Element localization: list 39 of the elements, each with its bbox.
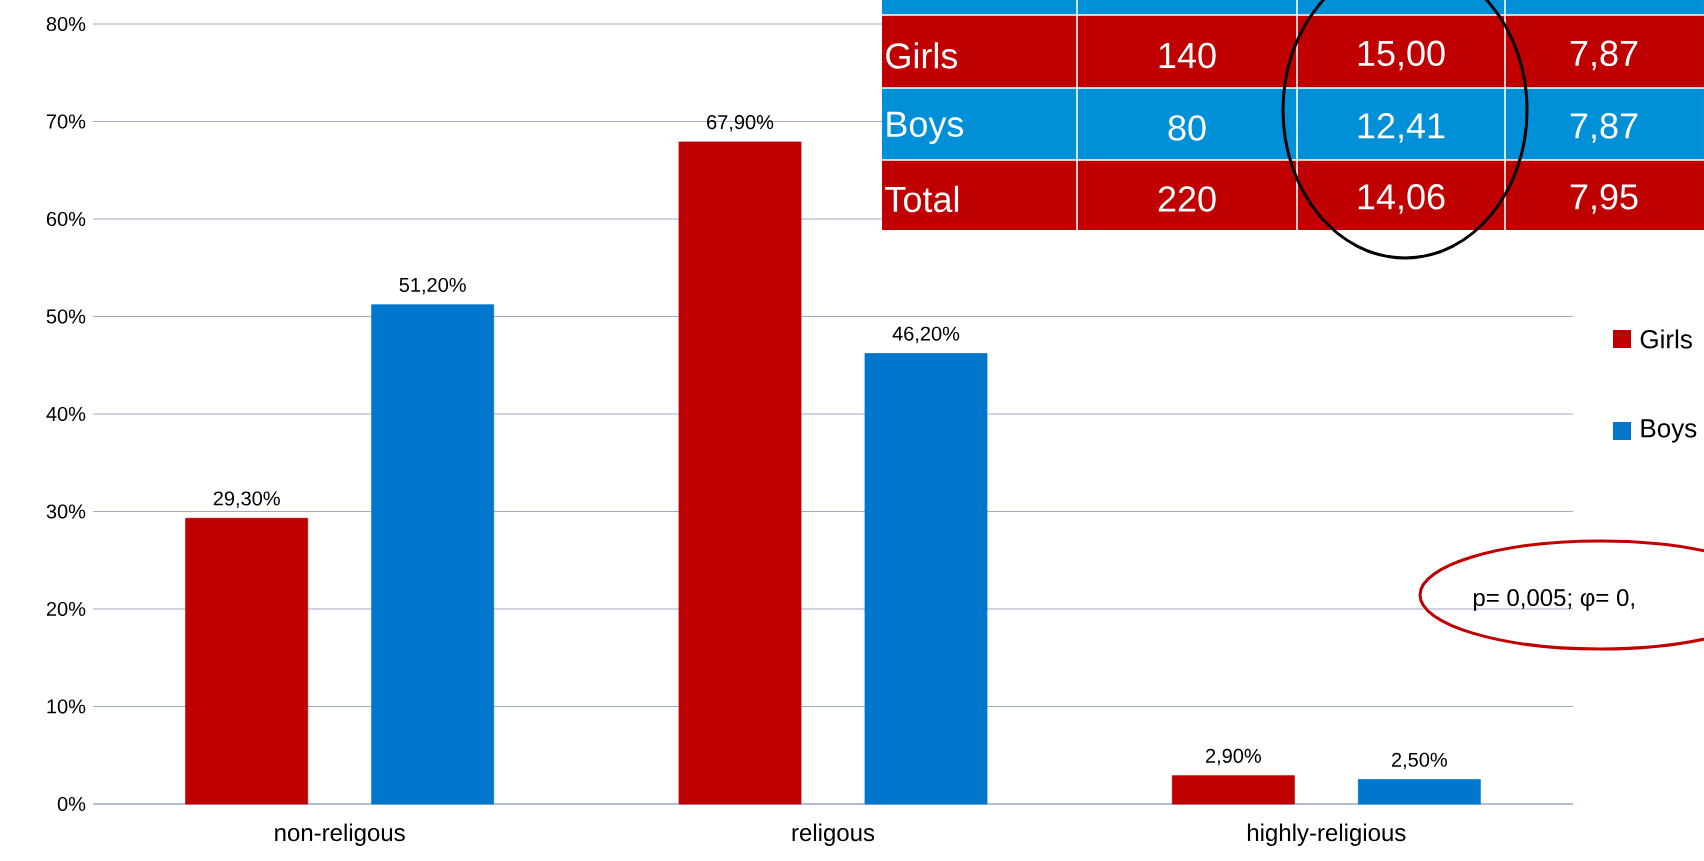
y-tick-label: 60% — [46, 211, 86, 227]
y-tick-label: 10% — [47, 699, 86, 714]
annotation: 12,41 — [1358, 113, 1445, 143]
y-tick-label: 20% — [46, 601, 86, 617]
annotation: Boys — [887, 111, 964, 145]
data-label: 46,20% — [892, 326, 960, 344]
bar — [864, 353, 988, 805]
data-label: 29,30% — [213, 491, 280, 508]
annotation: 14,06 — [1358, 184, 1445, 214]
annotation: 220 — [1158, 186, 1216, 212]
annotation: 7,87 — [1570, 113, 1638, 143]
annotation: 80 — [1168, 115, 1206, 141]
annotation: 7,95 — [1570, 184, 1638, 214]
legend-label: Girls — [1640, 329, 1692, 349]
annotation: p= 0,005; φ= 0, — [1473, 589, 1634, 611]
y-tick-label: 50% — [46, 309, 86, 324]
annotation: 140 — [1159, 42, 1216, 69]
x-tick-label: non-religous — [275, 823, 405, 846]
legend-label: Boys — [1641, 419, 1697, 443]
y-tick-label: 0% — [57, 796, 86, 812]
y-tick-label: 80% — [46, 16, 86, 32]
annotation: 15,00 — [1358, 40, 1445, 71]
bar — [1171, 775, 1295, 805]
y-tick-label: 30% — [46, 504, 86, 519]
annotation: 7,87 — [1570, 40, 1638, 71]
annotation: Girls — [886, 42, 958, 69]
data-label: 2,50% — [1391, 752, 1447, 770]
data-label: 67,90% — [707, 115, 774, 132]
bar — [1357, 779, 1481, 805]
bar — [678, 141, 802, 805]
data-label: 2,90% — [1205, 748, 1261, 766]
x-tick-label: religous — [792, 823, 875, 846]
y-tick-label: 70% — [46, 114, 86, 129]
x-tick-label: highly-religious — [1247, 823, 1406, 846]
y-tick-label: 40% — [46, 406, 86, 422]
bar — [185, 517, 309, 805]
data-label: 51,20% — [399, 277, 466, 295]
bar — [371, 304, 495, 805]
annotation: Total — [885, 185, 959, 213]
